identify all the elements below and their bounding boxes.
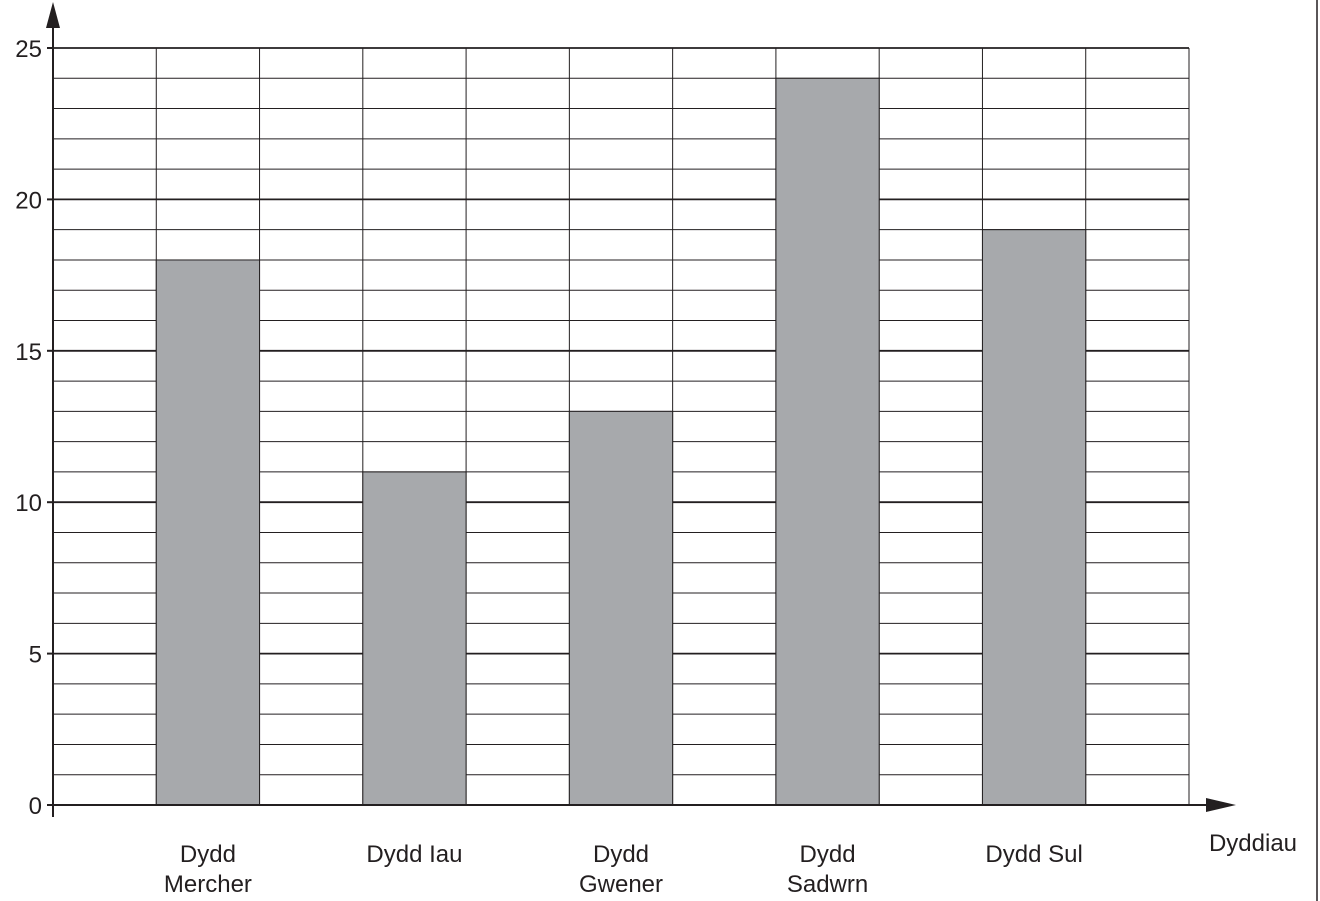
axes xyxy=(46,2,1236,817)
y-tick-label: 5 xyxy=(29,642,42,669)
category-label-line: Dydd xyxy=(180,841,236,868)
category-label-line: Dydd xyxy=(593,841,649,868)
x-axis-label: Dyddiau xyxy=(1209,830,1297,857)
y-tick-label: 15 xyxy=(15,339,42,366)
category-label: Dydd Sadwrn xyxy=(787,841,868,898)
x-axis-arrow-icon xyxy=(1206,798,1236,812)
bar-dydd-sul xyxy=(981,229,1087,806)
bar-dydd-sadwrn xyxy=(775,77,880,806)
y-tick-label: 20 xyxy=(15,187,42,214)
bar-dydd-mercher xyxy=(155,259,261,806)
category-label-line: Mercher xyxy=(164,871,252,898)
category-label-line: Dydd Sul xyxy=(985,841,1082,868)
y-tick-label: 10 xyxy=(15,490,42,517)
bar-dydd-gwener xyxy=(568,410,674,806)
category-label-line: Dydd Iau xyxy=(366,841,462,868)
category-label-line: Sadwrn xyxy=(787,871,868,898)
category-label-line: Gwener xyxy=(579,871,663,898)
category-label: Dydd Iau xyxy=(366,841,462,868)
bar-dydd-iau xyxy=(362,471,467,806)
y-ticks: 0 5 10 15 20 25 xyxy=(15,36,53,820)
category-label-line: Dydd xyxy=(800,841,856,868)
bars xyxy=(155,77,1087,806)
category-label: Dydd Sul xyxy=(985,841,1082,868)
y-tick-label: 0 xyxy=(29,793,42,820)
y-axis-arrow-icon xyxy=(46,2,60,28)
y-tick-label: 25 xyxy=(15,36,42,63)
category-label: Dydd Mercher xyxy=(164,841,252,898)
category-label: Dydd Gwener xyxy=(579,841,663,898)
